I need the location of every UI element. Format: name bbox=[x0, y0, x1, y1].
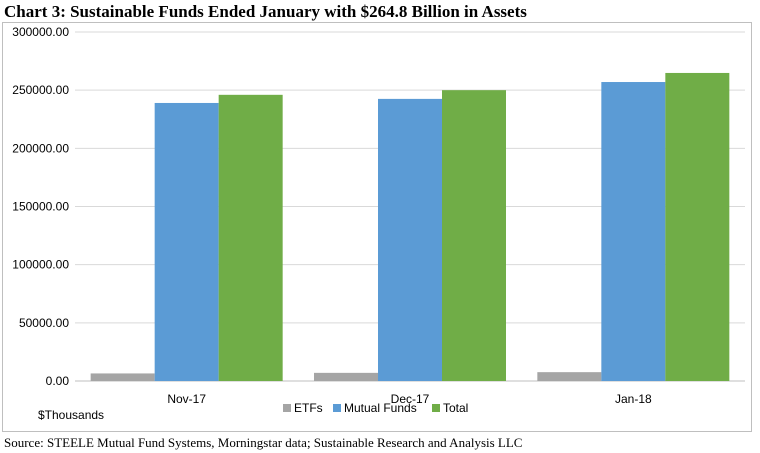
source-note: Source: STEELE Mutual Fund Systems, Morn… bbox=[4, 435, 523, 450]
legend-swatch bbox=[333, 404, 341, 412]
bar-etfs bbox=[537, 372, 602, 381]
y-tick-label: 250000.00 bbox=[12, 83, 69, 97]
y-tick-label: 200000.00 bbox=[12, 141, 69, 155]
bar-total bbox=[442, 90, 506, 382]
bar-etfs bbox=[90, 373, 155, 381]
y-tick-label: 300000.00 bbox=[12, 25, 69, 39]
legend-label: Mutual Funds bbox=[344, 401, 417, 415]
legend-label: Total bbox=[443, 401, 468, 415]
bar-total bbox=[665, 72, 730, 381]
legend-label: ETFs bbox=[294, 401, 323, 415]
chart-title: Chart 3: Sustainable Funds Ended January… bbox=[4, 2, 527, 21]
bar-mutual-funds bbox=[378, 98, 442, 382]
bar-etfs bbox=[314, 372, 378, 381]
y-tick-label: 100000.00 bbox=[12, 258, 69, 272]
legend-swatch bbox=[432, 404, 440, 412]
legend-swatch bbox=[283, 404, 291, 412]
bar-mutual-funds bbox=[154, 102, 219, 382]
x-tick-label: Jan-18 bbox=[615, 392, 652, 406]
y-tick-label: 0.00 bbox=[46, 374, 70, 388]
bar-total bbox=[218, 94, 283, 381]
chart-frame bbox=[2, 22, 752, 432]
x-tick-label: Nov-17 bbox=[167, 392, 206, 406]
y-tick-label: 150000.00 bbox=[12, 200, 69, 214]
bar-mutual-funds bbox=[601, 82, 666, 382]
y-tick-label: 50000.00 bbox=[19, 316, 69, 330]
x-tick-label: Dec-17 bbox=[391, 392, 430, 406]
units-label: $Thousands bbox=[38, 408, 105, 422]
